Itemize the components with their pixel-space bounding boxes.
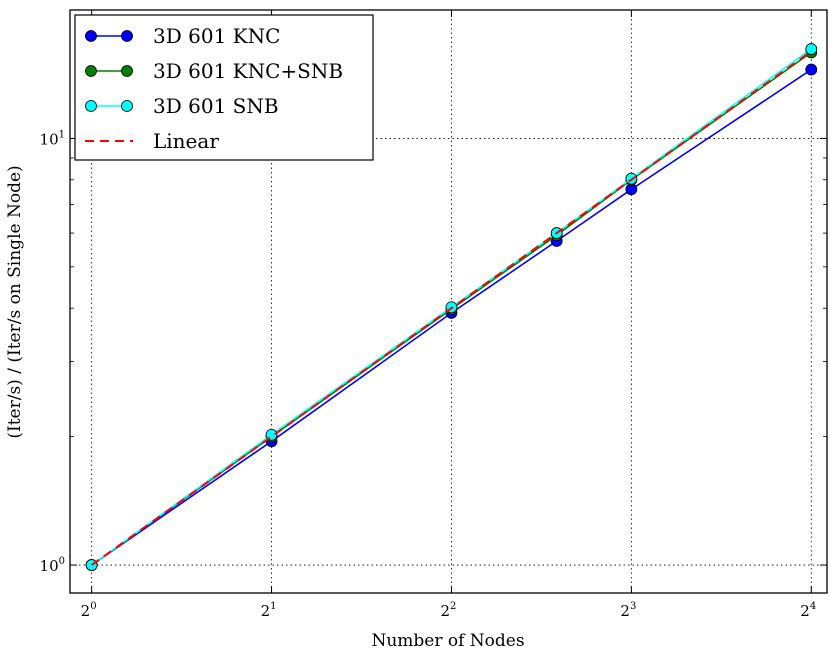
legend-label: Linear bbox=[153, 129, 219, 153]
y-tick-exponent: 0 bbox=[59, 556, 65, 567]
legend-marker bbox=[121, 65, 133, 77]
legend-marker bbox=[85, 65, 97, 77]
legend-marker bbox=[121, 100, 133, 112]
y-tick-base: 10 bbox=[40, 557, 59, 575]
x-tick-base: 2 bbox=[620, 602, 630, 620]
x-tick-label: 22 bbox=[440, 601, 456, 620]
legend-label: 3D 601 KNC bbox=[153, 24, 280, 48]
y-axis-label: (Iter/s) / (Iter/s on Single Node) bbox=[5, 165, 25, 438]
data-point bbox=[805, 63, 818, 76]
x-tick-label: 21 bbox=[261, 601, 277, 620]
series-layer bbox=[85, 43, 818, 571]
series-line bbox=[91, 50, 812, 566]
x-axis-label: Number of Nodes bbox=[371, 631, 524, 650]
x-tick-base: 2 bbox=[440, 602, 450, 620]
y-tick-base: 10 bbox=[40, 130, 59, 148]
x-tick-exponent: 1 bbox=[270, 601, 276, 612]
x-tick-base: 2 bbox=[261, 602, 271, 620]
x-tick-label: 24 bbox=[800, 601, 816, 620]
legend-marker bbox=[85, 100, 97, 112]
y-tick-exponent: 1 bbox=[59, 129, 65, 140]
x-tick-base: 2 bbox=[81, 602, 91, 620]
x-tick-base: 2 bbox=[800, 602, 810, 620]
x-tick-exponent: 3 bbox=[630, 601, 636, 612]
data-point bbox=[805, 43, 818, 55]
legend-label: 3D 601 KNC+SNB bbox=[153, 59, 343, 83]
y-tick-label: 100 bbox=[40, 556, 65, 575]
legend-marker bbox=[85, 30, 97, 42]
series-line bbox=[91, 48, 812, 566]
y-tick-label: 101 bbox=[40, 129, 65, 148]
x-tick-exponent: 2 bbox=[450, 601, 456, 612]
x-tick-exponent: 0 bbox=[90, 601, 96, 612]
x-tick-label: 20 bbox=[81, 601, 97, 620]
series-line bbox=[91, 68, 812, 566]
legend-marker bbox=[121, 30, 133, 42]
x-tick-exponent: 4 bbox=[810, 601, 816, 612]
legend-label: 3D 601 SNB bbox=[153, 94, 279, 118]
legend: 3D 601 KNC 3D 601 KNC+SNB 3D 601 SNB Linear bbox=[74, 14, 374, 161]
x-tick-label: 23 bbox=[620, 601, 636, 620]
